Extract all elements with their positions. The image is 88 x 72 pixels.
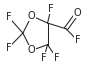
Text: F: F [48, 4, 54, 14]
Text: F: F [41, 53, 47, 63]
Text: F: F [6, 12, 12, 22]
Text: O: O [74, 8, 81, 18]
Text: O: O [28, 45, 35, 55]
Text: F: F [54, 53, 59, 63]
Text: F: F [6, 43, 12, 52]
Text: F: F [75, 35, 80, 45]
Text: O: O [28, 11, 35, 21]
